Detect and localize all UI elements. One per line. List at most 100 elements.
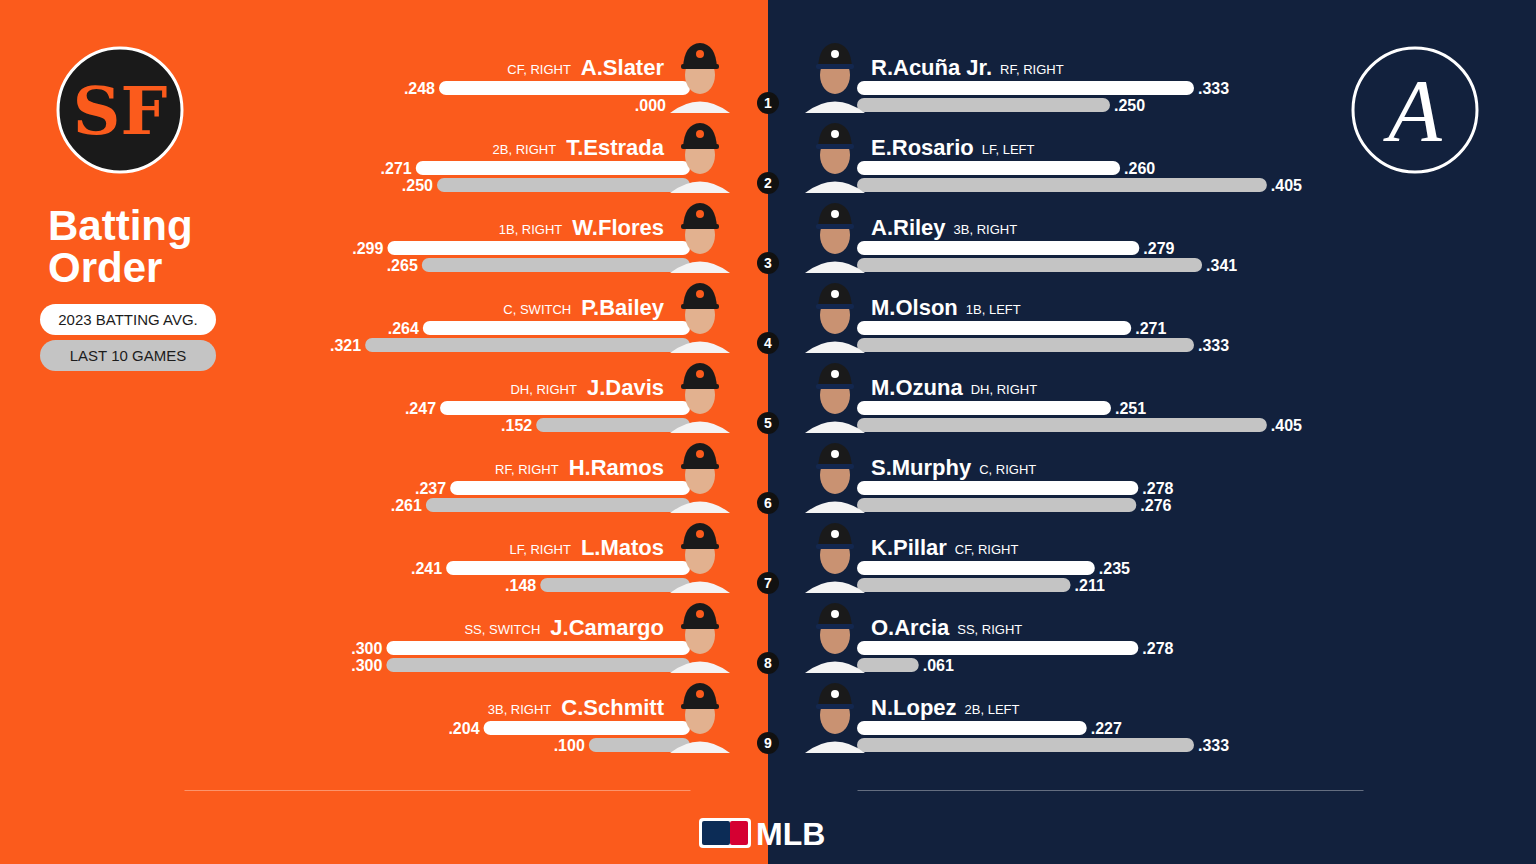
order-number: 2 xyxy=(764,175,772,191)
cap-logo xyxy=(831,50,839,58)
player-name: S.Murphy xyxy=(871,455,972,480)
jersey xyxy=(670,342,730,354)
cap-brim xyxy=(681,624,719,629)
footer: MLB xyxy=(699,816,825,852)
cap-brim xyxy=(681,224,719,229)
cap-brim xyxy=(816,464,854,469)
player-name: R.Acuña Jr. xyxy=(871,55,992,80)
cap-logo xyxy=(831,690,839,698)
player-position: CF, RIGHT xyxy=(507,62,571,77)
jersey xyxy=(670,662,730,674)
bar xyxy=(857,578,1071,592)
player-position: C, RIGHT xyxy=(979,462,1036,477)
order-number: 4 xyxy=(764,335,772,351)
headshot xyxy=(670,523,730,593)
player-name: E.Rosario xyxy=(871,135,974,160)
cap-brim xyxy=(681,384,719,389)
data-label: .278 xyxy=(1142,640,1173,657)
bar xyxy=(450,481,690,495)
bar xyxy=(857,161,1120,175)
data-label: .271 xyxy=(1135,320,1166,337)
cap-logo xyxy=(831,450,839,458)
order-number: 1 xyxy=(764,95,772,111)
data-label: .000 xyxy=(635,97,666,114)
order-number: 9 xyxy=(764,735,772,751)
jersey xyxy=(670,582,730,594)
jersey xyxy=(670,422,730,434)
player-position: 3B, RIGHT xyxy=(488,702,552,717)
data-label: .211 xyxy=(1075,577,1105,594)
jersey xyxy=(670,742,730,754)
headshot xyxy=(805,203,865,273)
cap-logo xyxy=(696,290,704,298)
axis-line xyxy=(858,790,1364,791)
bar xyxy=(857,338,1194,352)
cap-logo xyxy=(696,130,704,138)
cap-brim xyxy=(816,704,854,709)
headshot xyxy=(670,203,730,273)
bar xyxy=(484,721,690,735)
player-position: SS, RIGHT xyxy=(957,622,1022,637)
headshot xyxy=(805,683,865,753)
order-badge xyxy=(757,492,779,514)
cap-brim xyxy=(681,64,719,69)
jersey xyxy=(805,422,865,434)
player-position: LF, LEFT xyxy=(982,142,1035,157)
jersey xyxy=(805,102,865,114)
data-label: .250 xyxy=(402,177,433,194)
bar xyxy=(857,641,1138,655)
texts: A.SlaterCF, RIGHT.248.000T.Estrada2B, RI… xyxy=(330,55,666,754)
data-label: .278 xyxy=(1142,480,1173,497)
bar xyxy=(386,641,690,655)
player-position: 3B, RIGHT xyxy=(954,222,1018,237)
bar xyxy=(857,401,1111,415)
order-badge xyxy=(757,92,779,114)
bar xyxy=(857,178,1267,192)
data-label: .061 xyxy=(923,657,954,674)
data-label: .321 xyxy=(330,337,361,354)
bar xyxy=(416,161,690,175)
bars xyxy=(365,81,690,752)
data-label: .148 xyxy=(505,577,536,594)
player-position: LF, RIGHT xyxy=(509,542,570,557)
data-label: .248 xyxy=(404,80,435,97)
team-logo: SF xyxy=(58,48,182,172)
logo-circle xyxy=(1353,48,1477,172)
cap-logo xyxy=(696,370,704,378)
cap-brim xyxy=(816,304,854,309)
bar xyxy=(857,81,1194,95)
data-label: .227 xyxy=(1091,720,1122,737)
jersey xyxy=(670,102,730,114)
data-label: .261 xyxy=(391,497,422,514)
headshot xyxy=(805,603,865,673)
bar xyxy=(857,321,1131,335)
player-name: P.Bailey xyxy=(581,295,665,320)
player-name: O.Arcia xyxy=(871,615,950,640)
cap-logo xyxy=(696,610,704,618)
order-number: 6 xyxy=(764,495,772,511)
logo-text: A xyxy=(1383,62,1443,159)
data-label: .300 xyxy=(351,640,382,657)
bar xyxy=(440,401,690,415)
cap-logo xyxy=(696,690,704,698)
bars xyxy=(857,81,1267,752)
legend-label: LAST 10 GAMES xyxy=(70,347,186,364)
jersey xyxy=(805,262,865,274)
data-label: .250 xyxy=(1114,97,1145,114)
bar xyxy=(446,561,690,575)
player-position: DH, RIGHT xyxy=(510,382,577,397)
data-label: .333 xyxy=(1198,337,1229,354)
footer-text: MLB xyxy=(756,816,825,852)
bar xyxy=(423,321,690,335)
player-position: RF, RIGHT xyxy=(1000,62,1064,77)
order-number: 8 xyxy=(764,655,772,671)
headshot xyxy=(805,123,865,193)
mlb-flag xyxy=(699,818,751,848)
jersey xyxy=(805,582,865,594)
mlb-flag-red xyxy=(730,821,748,845)
logo-text: SF xyxy=(73,72,168,150)
order-badge xyxy=(757,572,779,594)
cap-logo xyxy=(831,290,839,298)
jersey xyxy=(805,182,865,194)
headshot xyxy=(805,363,865,433)
